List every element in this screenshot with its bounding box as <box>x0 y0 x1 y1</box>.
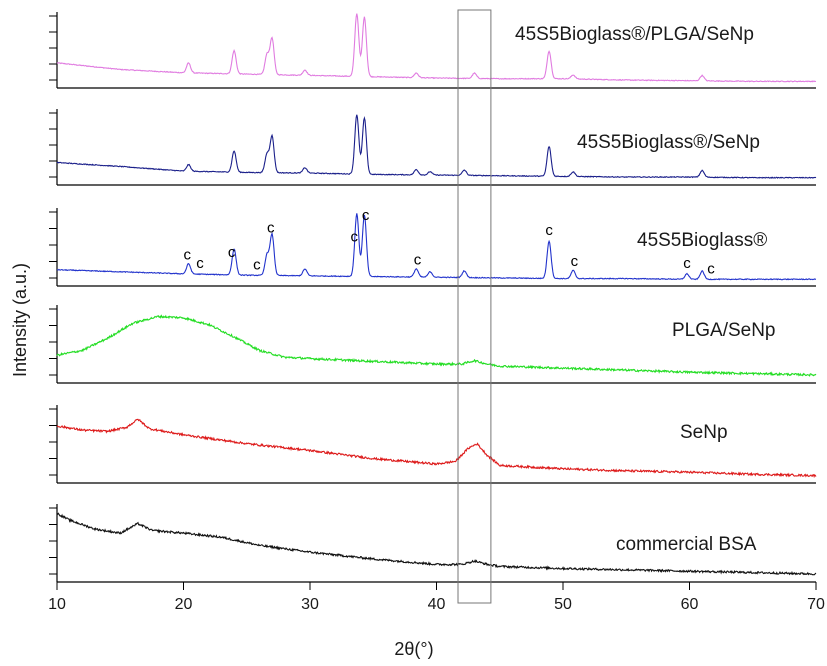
panel-0: 45S5Bioglass®/PLGA/SeNp <box>49 12 817 89</box>
y-axis-label: Intensity (a.u.) <box>10 263 30 377</box>
panel-2: 45S5Bioglass® <box>49 208 817 287</box>
x-tick-label: 60 <box>681 596 699 613</box>
x-tick-label: 50 <box>554 596 572 613</box>
series-line <box>56 114 817 179</box>
series-line <box>56 314 817 377</box>
series-label: SeNp <box>680 422 728 443</box>
series-line <box>56 13 817 83</box>
peak-marker-label: c <box>571 253 579 270</box>
peak-marker-label: c <box>707 260 715 277</box>
peak-marker-label: c <box>362 207 370 224</box>
series-line <box>56 418 817 479</box>
x-tick-label: 70 <box>807 596 825 613</box>
highlight-box <box>457 9 492 604</box>
series-line <box>56 512 817 576</box>
series-label: commercial BSA <box>616 534 757 555</box>
series-label: 45S5Bioglass®/SeNp <box>577 132 760 153</box>
peak-marker-label: c <box>545 222 553 239</box>
x-tick-label: 30 <box>301 596 319 613</box>
series-line <box>56 213 817 281</box>
peak-marker-label: c <box>253 256 261 273</box>
peak-marker-label: c <box>683 255 691 272</box>
x-tick-label: 10 <box>48 596 66 613</box>
x-tick-label: 20 <box>175 596 193 613</box>
series-label: PLGA/SeNp <box>672 320 776 341</box>
peak-marker-label: c <box>184 247 192 264</box>
peak-marker-label: c <box>414 251 422 268</box>
peak-marker-label: c <box>351 229 359 246</box>
x-axis: 10 20 30 40 50 60 70 <box>48 582 825 613</box>
peak-marker-label: c <box>228 244 236 261</box>
panel-3: PLGA/SeNp <box>49 305 817 384</box>
panel-5: commercial BSA <box>49 504 817 583</box>
series-label: 45S5Bioglass® <box>637 230 767 251</box>
x-axis-label: 2θ(°) <box>394 639 433 659</box>
x-tick-label: 40 <box>428 596 446 613</box>
panel-1: 45S5Bioglass®/SeNp <box>49 109 817 186</box>
peak-marker-label: c <box>196 255 204 272</box>
panel-4: SeNp <box>49 405 817 484</box>
peak-marker-label: c <box>267 219 275 236</box>
series-label: 45S5Bioglass®/PLGA/SeNp <box>515 24 754 45</box>
panels: 45S5Bioglass®/PLGA/SeNp 45S5Bioglass®/SeN… <box>49 12 817 583</box>
